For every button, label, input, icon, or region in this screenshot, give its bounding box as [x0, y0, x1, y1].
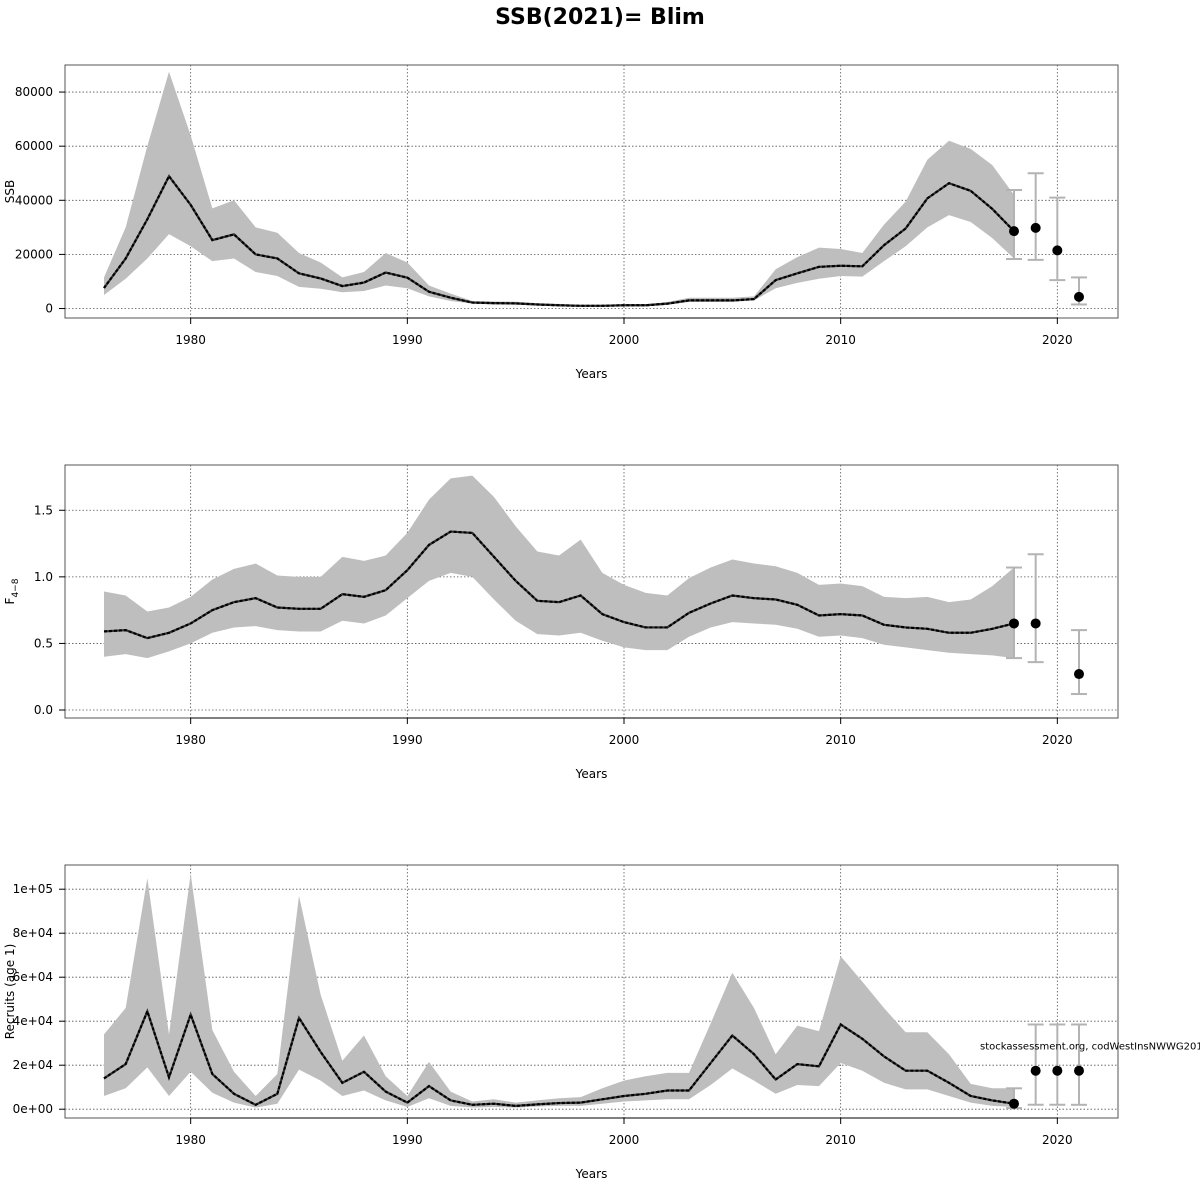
panel-2: 0.0 0.5 1.0 1.5 1980 1990 2000 2010 2020 Years F4−… [3, 464, 1119, 781]
confidence-band [104, 71, 1014, 307]
x-tick-label: 2020 [1042, 733, 1073, 747]
forecast-point [1009, 618, 1019, 629]
x-tick-label: 2010 [825, 1133, 856, 1147]
forecast-point [1030, 618, 1041, 629]
forecast-point [1030, 222, 1041, 233]
y-tick-label: 0.0 [34, 703, 53, 717]
source-annotation: stockassessment.org, codWestInsNWWG201 [980, 1042, 1200, 1053]
x-tick-label: 2000 [609, 1133, 640, 1147]
y-tick-label: 4e+04 [13, 1014, 53, 1028]
confidence-band [104, 873, 1014, 1108]
x-axis-label: Years [575, 367, 608, 381]
forecast-point [1074, 1065, 1084, 1076]
confidence-band [104, 475, 1014, 659]
x-tick-label: 1990 [392, 733, 423, 747]
x-tick-label: 2000 [609, 733, 640, 747]
x-tick-label: 1990 [392, 1133, 423, 1147]
forecast-point [1009, 226, 1019, 237]
y-tick-label: 40000 [15, 193, 53, 207]
y-tick-label: 1e+05 [13, 882, 53, 896]
estimate-line-dashes [103, 530, 1015, 640]
y-tick-label: 60000 [15, 139, 53, 153]
y-tick-label: 0e+00 [13, 1102, 53, 1116]
panel-3: 0e+00 2e+04 4e+04 6e+04 8e+04 1e+05 1980 1990 20… [3, 864, 1200, 1181]
x-axis-label: Years [575, 767, 608, 781]
forecast-point [1074, 669, 1084, 680]
y-axis-label: SSB [3, 180, 17, 203]
y-axis-label: Recruits (age 1) [3, 944, 17, 1040]
x-tick-label: 1980 [175, 333, 206, 347]
y-tick-label: 6e+04 [13, 970, 53, 984]
y-tick-label: 0.5 [34, 636, 53, 650]
forecast-point [1009, 1098, 1019, 1109]
y-tick-label: 0 [45, 302, 53, 316]
x-tick-label: 2000 [609, 333, 640, 347]
x-tick-label: 2010 [825, 333, 856, 347]
estimate-line-dashes [103, 174, 1015, 307]
y-tick-label: 2e+04 [13, 1058, 53, 1072]
forecast-point [1052, 245, 1063, 256]
x-tick-label: 2020 [1042, 1133, 1073, 1147]
y-tick-label: 8e+04 [13, 926, 53, 940]
x-tick-label: 1990 [392, 333, 423, 347]
x-tick-label: 2010 [825, 733, 856, 747]
y-tick-label: 1.0 [34, 570, 53, 584]
y-tick-label: 1.5 [34, 503, 53, 517]
y-tick-label: 80000 [15, 85, 53, 99]
forecast-point [1074, 291, 1084, 302]
x-tick-label: 1980 [175, 733, 206, 747]
forecast-point [1030, 1065, 1041, 1076]
forecast-point [1052, 1065, 1063, 1076]
estimate-line-dashes [103, 1008, 1015, 1108]
y-axis-label: F4−8 [3, 578, 21, 604]
figure-title: SSB(2021)= Blim [495, 5, 705, 30]
y-tick-label: 20000 [15, 247, 53, 261]
x-tick-label: 2020 [1042, 333, 1073, 347]
x-tick-label: 1980 [175, 1133, 206, 1147]
y-axis-label-subscript: 4−8 [11, 578, 21, 597]
panel-1: 0 20000 40000 60000 80000 1980 1990 2000 2010 202… [3, 64, 1119, 381]
x-axis-label: Years [575, 1167, 608, 1181]
